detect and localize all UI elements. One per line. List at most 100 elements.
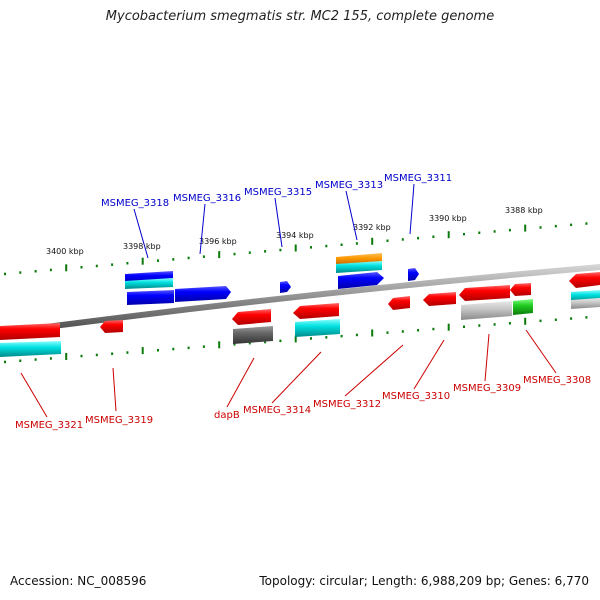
major-tick <box>141 257 144 265</box>
leader-line <box>345 190 358 241</box>
gene-feature[interactable] <box>338 272 384 289</box>
minor-tick <box>585 222 588 225</box>
minor-tick <box>386 239 389 242</box>
gene-feature[interactable] <box>233 326 273 344</box>
minor-tick <box>187 256 190 260</box>
gene-label[interactable]: MSMEG_3316 <box>173 193 241 204</box>
gene-feature[interactable] <box>280 281 291 293</box>
gene-feature[interactable] <box>127 290 174 305</box>
bottom-strand-features <box>0 272 600 357</box>
gene-feature[interactable] <box>569 272 600 288</box>
minor-tick <box>539 226 542 229</box>
minor-tick <box>172 347 175 351</box>
gene-feature[interactable] <box>0 341 61 357</box>
gene-feature[interactable] <box>571 298 600 309</box>
major-tick <box>218 341 221 349</box>
gene-feature[interactable] <box>336 261 382 273</box>
scale-label: 3398 kbp <box>123 242 161 251</box>
gene-feature[interactable] <box>175 286 231 302</box>
minor-tick <box>570 223 573 227</box>
minor-tick <box>463 325 465 328</box>
minor-tick <box>478 231 481 234</box>
minor-tick <box>310 246 312 249</box>
minor-tick <box>187 346 190 350</box>
scale-label: 3396 kbp <box>199 237 237 246</box>
gene-feature[interactable] <box>461 301 512 320</box>
minor-tick <box>493 323 496 326</box>
minor-tick <box>340 243 343 246</box>
top-strand-features <box>125 253 419 305</box>
scale-ticks-bottom <box>4 316 588 364</box>
minor-tick <box>554 318 557 321</box>
scale-label: 3400 kbp <box>46 247 84 256</box>
gene-label[interactable]: MSMEG_3308 <box>523 375 591 386</box>
gene-label[interactable]: MSMEG_3315 <box>244 187 312 198</box>
leader-line <box>525 329 557 374</box>
gene-feature[interactable] <box>408 268 419 281</box>
bottom-leader-lines <box>20 329 557 418</box>
major-tick <box>294 335 297 343</box>
leader-line <box>20 372 48 418</box>
minor-tick <box>386 331 389 334</box>
gene-feature[interactable] <box>125 278 173 289</box>
gene-label[interactable]: MSMEG_3314 <box>243 405 311 416</box>
minor-tick <box>19 359 22 362</box>
minor-tick <box>4 360 6 364</box>
gene-label[interactable]: MSMEG_3310 <box>382 391 450 402</box>
minor-tick <box>80 354 83 358</box>
gene-feature[interactable] <box>232 309 271 325</box>
gene-feature[interactable] <box>459 285 510 301</box>
gene-label[interactable]: MSMEG_3319 <box>85 415 153 426</box>
leader-line <box>274 197 283 248</box>
leader-line <box>344 344 404 397</box>
minor-tick <box>34 270 37 273</box>
major-tick <box>218 251 221 259</box>
gene-feature[interactable] <box>295 319 340 337</box>
gene-feature[interactable] <box>513 299 533 315</box>
leader-line <box>413 339 445 390</box>
gene-feature[interactable] <box>293 303 339 319</box>
minor-tick <box>310 337 312 340</box>
minor-tick <box>202 255 205 258</box>
genome-backbone <box>0 264 600 336</box>
leader-line <box>409 183 415 235</box>
minor-tick <box>417 329 420 332</box>
minor-tick <box>264 340 267 344</box>
minor-tick <box>325 244 328 248</box>
minor-tick <box>111 352 114 355</box>
gene-feature[interactable] <box>388 296 410 310</box>
gene-feature[interactable] <box>0 323 60 340</box>
minor-tick <box>355 333 358 337</box>
gene-feature[interactable] <box>423 292 456 306</box>
minor-tick <box>4 272 6 276</box>
minor-tick <box>508 228 511 232</box>
minor-tick <box>157 349 159 352</box>
minor-tick <box>417 236 420 240</box>
gene-label[interactable]: MSMEG_3318 <box>101 198 169 209</box>
scale-label: 3392 kbp <box>353 223 391 232</box>
minor-tick <box>432 327 435 331</box>
gene-label[interactable]: MSMEG_3312 <box>313 399 381 410</box>
minor-tick <box>478 324 481 327</box>
gene-label[interactable]: MSMEG_3311 <box>384 173 452 184</box>
minor-tick <box>539 319 542 323</box>
scale-label: 3390 kbp <box>429 214 467 223</box>
gene-label[interactable]: MSMEG_3309 <box>453 383 521 394</box>
minor-tick <box>126 351 129 354</box>
minor-tick <box>95 353 98 357</box>
minor-tick <box>233 252 236 256</box>
genome-summary-text: Topology: circular; Length: 6,988,209 bp… <box>259 574 589 588</box>
accession-text: Accession: NC_008596 <box>10 574 147 588</box>
gene-label[interactable]: MSMEG_3313 <box>315 180 383 191</box>
gene-label[interactable]: MSMEG_3321 <box>15 420 83 431</box>
major-tick <box>371 329 374 337</box>
gene-feature[interactable] <box>100 320 123 333</box>
minor-tick <box>80 266 83 269</box>
leader-line <box>226 357 255 408</box>
map-title: Mycobacterium smegmatis str. MC2 155, co… <box>105 9 495 24</box>
gene-feature[interactable] <box>510 283 531 296</box>
gene-label[interactable]: dapB <box>214 410 240 421</box>
minor-tick <box>248 341 251 345</box>
minor-tick <box>126 262 129 265</box>
minor-tick <box>233 343 236 346</box>
